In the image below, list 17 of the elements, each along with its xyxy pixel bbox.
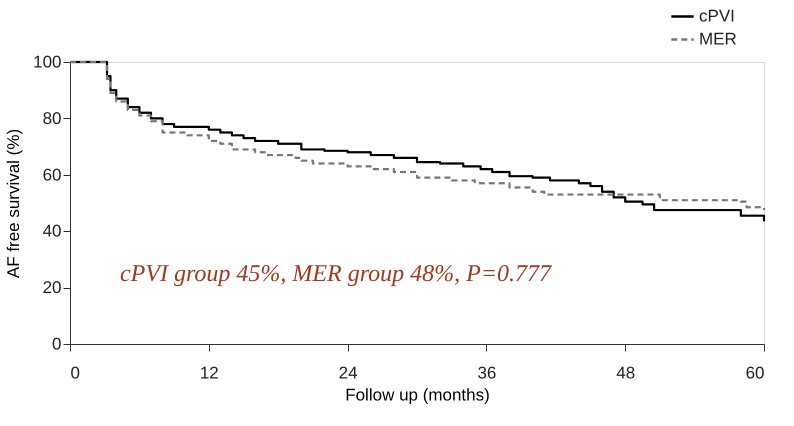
y-tick-label: 100 [33, 52, 62, 72]
x-tick-label: 60 [746, 364, 764, 382]
y-tick-label: 0 [52, 334, 62, 354]
x-tick-label: 36 [477, 364, 496, 382]
annotation: cPVI group 45%, MER group 48%, P=0.777 [120, 261, 552, 287]
y-tick-label: 20 [42, 278, 62, 298]
y-tick-label: 60 [42, 165, 62, 184]
legend-label: cPVI [699, 6, 735, 26]
y-tick-label: 40 [42, 222, 62, 241]
y-axis-title: AF free survival (%) [4, 128, 24, 278]
x-tick-label: 24 [338, 364, 358, 382]
x-axis-title: Follow up (months) [345, 386, 490, 404]
legend-label: MER [699, 30, 737, 48]
x-tick-label: 0 [70, 364, 80, 382]
x-tick-label: 48 [616, 364, 636, 382]
x-tick-label: 12 [200, 364, 219, 382]
y-tick-label: 80 [42, 108, 62, 128]
